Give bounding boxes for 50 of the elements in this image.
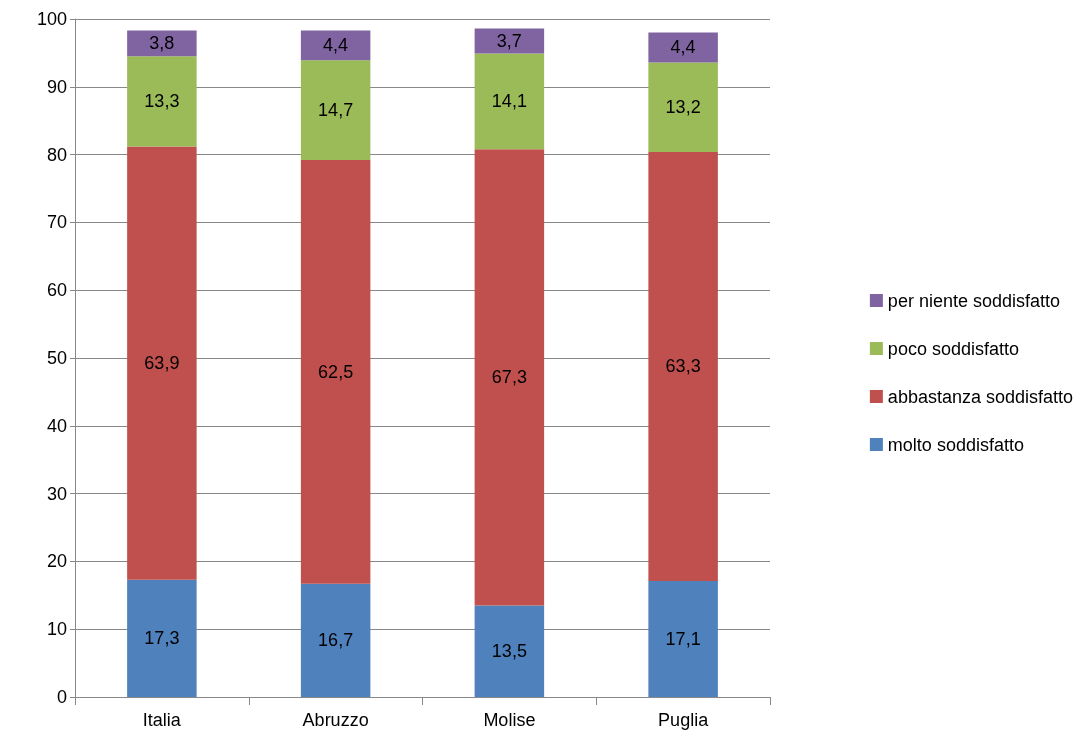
data-label: 13,5 [491, 641, 527, 662]
bar [648, 32, 718, 63]
bar [474, 605, 545, 697]
y-tick-label: 100 [36, 9, 67, 29]
data-label: 13,3 [144, 91, 180, 112]
data-label: 3,8 [149, 33, 175, 54]
bar [648, 581, 718, 697]
y-tick-label: 20 [46, 551, 67, 572]
data-label: 3,7 [496, 31, 522, 52]
bar [300, 30, 371, 61]
y-tick-label: 60 [46, 280, 67, 301]
bar [474, 149, 545, 606]
y-tick-label: 10 [46, 619, 67, 640]
bar [648, 62, 718, 152]
y-tick-label: 40 [46, 415, 67, 436]
y-tick-label: 50 [46, 348, 67, 368]
bar [127, 56, 197, 147]
x-tick-label: Puglia [658, 710, 710, 730]
bar [127, 579, 197, 697]
x-tick-label: Abruzzo [302, 710, 369, 730]
y-tick-label: 0 [56, 687, 67, 707]
bar [300, 60, 371, 161]
data-label: 13,2 [665, 97, 701, 118]
bar [648, 151, 718, 582]
bar [300, 583, 371, 697]
data-label: 17,3 [144, 628, 180, 649]
data-label: 14,1 [491, 91, 527, 112]
data-label: 62,5 [318, 361, 354, 382]
data-label: 16,7 [318, 630, 354, 651]
data-label: 63,3 [665, 356, 701, 377]
data-label: 67,3 [491, 367, 527, 388]
x-tick-label: Italia [142, 710, 182, 730]
x-tick-label: Molise [483, 710, 536, 730]
bar [300, 160, 371, 584]
y-tick-label: 30 [46, 483, 67, 504]
data-label: 4,4 [323, 35, 349, 56]
legend-label: poco soddisfatto [887, 338, 1019, 359]
bar [474, 28, 545, 54]
data-label: 17,1 [665, 629, 701, 650]
bar [474, 53, 545, 150]
legend-label: per niente soddisfatto [887, 290, 1060, 311]
y-tick-label: 70 [46, 212, 67, 233]
data-label: 14,7 [318, 100, 354, 121]
legend-label: abbastanza soddisfatto [887, 386, 1074, 407]
data-label: 4,4 [670, 37, 696, 58]
y-tick-label: 90 [46, 76, 67, 97]
bar [127, 146, 197, 580]
y-tick-label: 80 [46, 144, 67, 165]
data-label: 63,9 [144, 353, 180, 374]
legend-label: molto soddisfatto [887, 434, 1024, 455]
